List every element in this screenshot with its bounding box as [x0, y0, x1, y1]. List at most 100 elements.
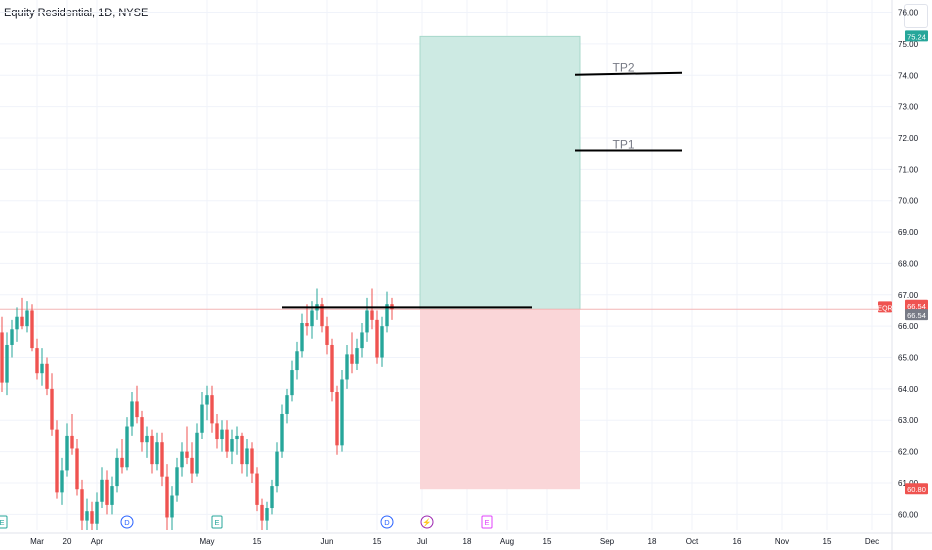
- x-tick-label: Oct: [686, 537, 699, 546]
- price-badge-text: EQR: [877, 305, 892, 312]
- candle-body: [120, 457, 124, 468]
- x-tick-label: Dec: [865, 537, 879, 546]
- candle-body: [300, 323, 304, 352]
- price-badge-text: 75.24: [907, 32, 926, 41]
- candle-body: [190, 457, 194, 474]
- candle-body: [280, 413, 284, 452]
- candle-body: [20, 316, 24, 327]
- price-badge-text: 60.80: [907, 485, 926, 494]
- y-tick-label: 76.00: [898, 9, 919, 18]
- candle-body: [195, 432, 199, 474]
- x-tick-label: Jun: [321, 537, 334, 546]
- candle-body: [370, 310, 374, 320]
- candle-body: [95, 501, 99, 524]
- candle-body: [310, 310, 314, 327]
- candle-body: [240, 435, 244, 465]
- target-label: TP1: [612, 138, 634, 152]
- y-tick-label: 68.00: [898, 259, 919, 268]
- y-tick-label: 75.00: [898, 40, 919, 49]
- candle-body: [360, 332, 364, 349]
- candle-body: [340, 379, 344, 446]
- candle-body: [265, 508, 269, 521]
- loss-zone: [420, 309, 580, 490]
- y-tick-label: 72.00: [898, 134, 919, 143]
- candle-body: [325, 326, 329, 345]
- x-tick-label: 18: [648, 537, 657, 546]
- candle-body: [205, 395, 209, 405]
- candle-body: [305, 323, 309, 327]
- event-marker: [420, 515, 434, 529]
- settings-box[interactable]: [904, 4, 928, 28]
- candle-body: [100, 479, 104, 502]
- candle-body: [375, 319, 379, 358]
- candle-body: [365, 310, 369, 333]
- candle-body: [75, 448, 79, 490]
- candle-body: [150, 435, 154, 465]
- candle-body: [290, 370, 294, 396]
- candle-body: [80, 489, 84, 521]
- candle-body: [215, 423, 219, 440]
- candle-body: [335, 392, 339, 446]
- candle-body: [350, 354, 354, 364]
- candle-body: [145, 435, 149, 443]
- candle-body: [330, 344, 334, 393]
- price-badge-text: 66.54: [907, 302, 926, 311]
- candle-body: [270, 486, 274, 509]
- y-tick-label: 65.00: [898, 354, 919, 363]
- candle-body: [50, 388, 54, 430]
- x-tick-label: Jul: [417, 537, 427, 546]
- dividend-marker: [120, 515, 134, 529]
- candle-body: [135, 401, 139, 418]
- price-badge: [905, 483, 928, 495]
- candle-body: [260, 504, 264, 521]
- event-marker-glyph: E: [214, 518, 219, 527]
- candle-body: [110, 486, 114, 505]
- target-label: TP2: [612, 61, 634, 75]
- candle-body: [295, 351, 299, 371]
- x-tick-label: Apr: [91, 537, 104, 546]
- candle-body: [385, 304, 389, 327]
- candle-body: [345, 354, 349, 380]
- candle-body: [90, 511, 94, 524]
- candle-body: [15, 316, 19, 330]
- candle-body: [70, 435, 74, 449]
- candle-body: [35, 348, 39, 374]
- x-tick-label: 18: [463, 537, 472, 546]
- candle-body: [185, 451, 189, 458]
- x-tick-label: 15: [373, 537, 382, 546]
- candle-body: [210, 395, 214, 424]
- candle-body: [230, 439, 234, 452]
- candle-body: [10, 329, 14, 345]
- event-marker-glyph: D: [124, 518, 130, 527]
- candle-body: [165, 476, 169, 518]
- y-tick-label: 71.00: [898, 165, 919, 174]
- candle-body: [355, 348, 359, 364]
- candle-body: [235, 435, 239, 440]
- candle-body: [175, 467, 179, 496]
- x-tick-label: Nov: [775, 537, 789, 546]
- x-tick-label: Mar: [30, 537, 44, 546]
- x-tick-label: 15: [253, 537, 262, 546]
- candle-body: [85, 511, 89, 521]
- candle-body: [380, 326, 384, 358]
- candle-body: [245, 448, 249, 465]
- candle-body: [5, 344, 9, 383]
- profit-zone: [419, 35, 581, 310]
- price-badge: [905, 30, 928, 42]
- y-tick-label: 70.00: [898, 197, 919, 206]
- event-marker-glyph: D: [384, 518, 390, 527]
- event-marker-glyph: ⚡: [422, 518, 431, 527]
- y-tick-label: 73.00: [898, 103, 919, 112]
- candle-body: [105, 479, 109, 505]
- x-tick-label: 15: [543, 537, 552, 546]
- candle-body: [170, 495, 174, 518]
- candle-body: [320, 304, 324, 327]
- price-badge: [878, 301, 892, 313]
- target-line: [574, 71, 683, 76]
- candle-body: [0, 332, 4, 383]
- x-tick-label: 15: [823, 537, 832, 546]
- candle-body: [125, 426, 129, 468]
- candle-body: [200, 404, 204, 433]
- candle-body: [155, 442, 159, 465]
